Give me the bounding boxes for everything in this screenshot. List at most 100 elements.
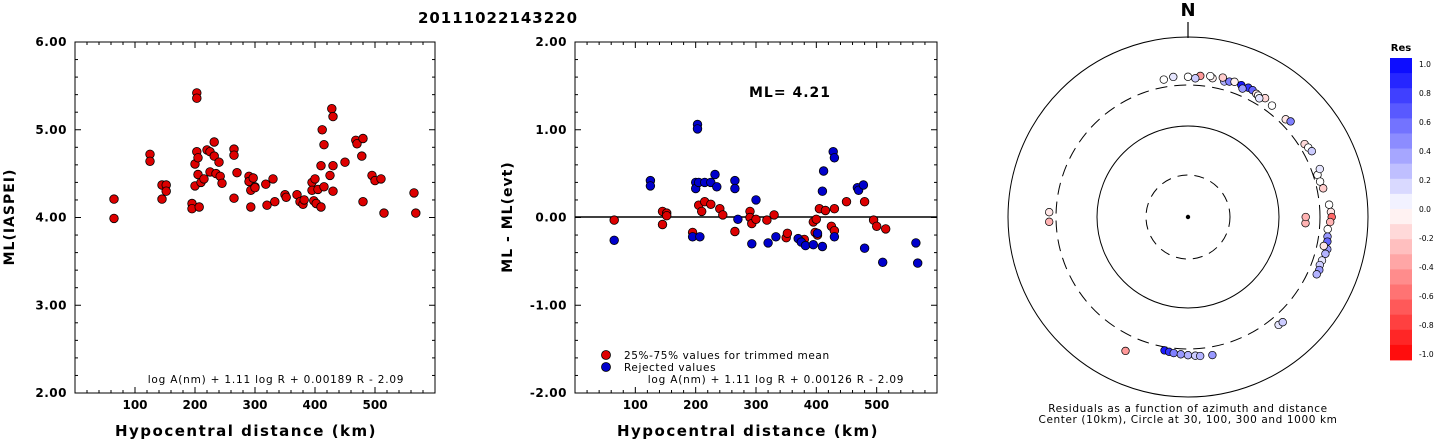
mid-x-tick-label: 100 <box>623 398 648 412</box>
ml-point <box>145 156 155 167</box>
rejected-point <box>710 169 720 180</box>
ml-point <box>268 174 278 184</box>
circle-1000km <box>1007 36 1369 398</box>
left-y-ticks: 6.00 5.00 4.00 3.00 2.00 <box>35 35 435 400</box>
mid-x-ticks: 100 200 300 400 500 <box>586 42 926 412</box>
event-center-marker <box>1185 214 1191 220</box>
rejected-point <box>800 240 811 251</box>
ml-point <box>209 151 219 161</box>
trimmed-mean-point <box>697 206 707 217</box>
left-y-tick-label: 5.00 <box>35 123 67 137</box>
rejected-point <box>829 232 840 242</box>
colorbar-swatch <box>1390 133 1412 149</box>
station-residual-point <box>1183 72 1193 81</box>
mid-formula: log A(nm) + 1.11 log R + 0.00126 R - 2.0… <box>648 374 905 386</box>
trimmed-mean-point <box>762 215 772 225</box>
colorbar-tick-label: 0.0 <box>1419 205 1431 214</box>
colorbar-tick-label: 0.2 <box>1419 176 1431 185</box>
colorbar-swatch <box>1390 239 1412 255</box>
rejected-point <box>695 232 705 242</box>
trimmed-mean-point <box>872 221 882 232</box>
colorbar-swatch <box>1390 118 1412 134</box>
station-residual-point <box>1159 75 1168 84</box>
mid-data-points <box>609 119 923 268</box>
left-y-tick-label: 3.00 <box>35 298 67 312</box>
ml-point <box>250 182 260 193</box>
map-caption-line2: Center (10km), Circle at 30, 100, 300 an… <box>1039 414 1338 426</box>
trimmed-mean-point <box>657 219 668 230</box>
station-residual-point <box>1267 101 1277 110</box>
colorbar-swatch <box>1390 73 1412 89</box>
colorbar-tick-label: 0.4 <box>1419 147 1431 156</box>
trimmed-mean-point <box>820 205 831 216</box>
left-x-tick-label: 400 <box>302 398 327 412</box>
rejected-point <box>913 258 923 268</box>
trimmed-mean-point <box>841 196 852 207</box>
legend-blue-marker <box>601 362 611 372</box>
station-residual-point <box>1218 73 1227 82</box>
colorbar-swatch <box>1390 314 1412 331</box>
left-y-axis-label: ML(IASPEI) <box>2 169 18 266</box>
ml-point <box>109 194 119 204</box>
ml-value-label: ML= 4.21 <box>749 85 831 101</box>
ml-point <box>157 194 167 204</box>
colorbar-swatch <box>1390 329 1412 346</box>
colorbar-swatch <box>1390 224 1412 240</box>
rejected-point <box>771 232 781 242</box>
mid-x-tick-label: 400 <box>804 398 829 412</box>
circle-100km <box>1096 125 1280 309</box>
mid-x-tick-label: 500 <box>864 398 889 412</box>
left-scatter-plot: 6.00 5.00 4.00 3.00 2.00 100 200 300 400 500 ML(… <box>2 35 436 440</box>
trimmed-mean-point <box>881 224 891 234</box>
station-residual-point <box>1323 225 1332 234</box>
station-residual-point <box>1319 241 1328 251</box>
azimuth-distance-map: N Residuals as a function of azimuth and… <box>1007 0 1369 426</box>
rejected-point <box>730 175 740 186</box>
trimmed-mean-point <box>859 196 870 207</box>
legend-blue-label: Rejected values <box>624 362 716 374</box>
ml-point <box>161 186 171 196</box>
ml-point <box>340 157 350 167</box>
rejected-point <box>818 166 829 176</box>
trimmed-mean-point <box>829 203 840 214</box>
ml-point <box>327 103 337 114</box>
colorbar-title: Res <box>1391 43 1411 54</box>
mid-y-tick-label: 2.00 <box>535 35 567 49</box>
ml-point <box>248 173 258 183</box>
station-residual-point <box>1045 208 1054 217</box>
ml-point <box>109 213 119 224</box>
left-data-points <box>109 88 421 224</box>
north-label: N <box>1180 0 1195 21</box>
station-residual-point <box>1319 184 1328 193</box>
mid-y-tick-label: 0.00 <box>535 211 567 225</box>
station-residual-point <box>1208 350 1217 360</box>
rejected-point <box>859 243 870 253</box>
station-residual-point <box>1326 217 1335 227</box>
rejected-point <box>751 195 761 205</box>
left-x-tick-label: 200 <box>182 398 207 412</box>
ml-point <box>316 202 326 212</box>
ml-point <box>316 160 326 171</box>
residual-colorbar: Res 1.0 0.8 0.6 0.4 0.2 0.0 -0.2 -0.4 -0.6 -0.8 -1… <box>1390 43 1434 361</box>
colorbar-swatch <box>1390 299 1412 316</box>
ml-point <box>199 174 209 184</box>
colorbar-swatch <box>1390 88 1412 104</box>
colorbar-tick-label: -0.6 <box>1419 292 1434 301</box>
colorbar-swatch <box>1390 163 1412 180</box>
left-x-tick-label: 100 <box>122 398 147 412</box>
station-residual-point <box>1238 84 1247 93</box>
colorbar-tick-label: -0.2 <box>1419 234 1434 243</box>
rejected-point <box>645 181 656 191</box>
residual-scatter-plot: 2.00 1.00 0.00 -1.00 -2.00 100 200 300 400 500 M… <box>500 35 938 440</box>
mid-x-tick-label: 200 <box>683 398 708 412</box>
station-residual-point <box>1255 94 1264 103</box>
mid-y-tick-label: -2.00 <box>530 386 567 400</box>
left-plot-frame <box>74 41 436 394</box>
station-residual-point <box>1121 346 1130 356</box>
map-caption-line1: Residuals as a function of azimuth and d… <box>1048 403 1328 415</box>
colorbar-swatch <box>1390 193 1412 210</box>
colorbar-swatch <box>1390 58 1412 74</box>
colorbar-tick-label: 0.6 <box>1419 118 1431 127</box>
ml-point <box>194 202 204 212</box>
trimmed-mean-point <box>662 210 672 221</box>
